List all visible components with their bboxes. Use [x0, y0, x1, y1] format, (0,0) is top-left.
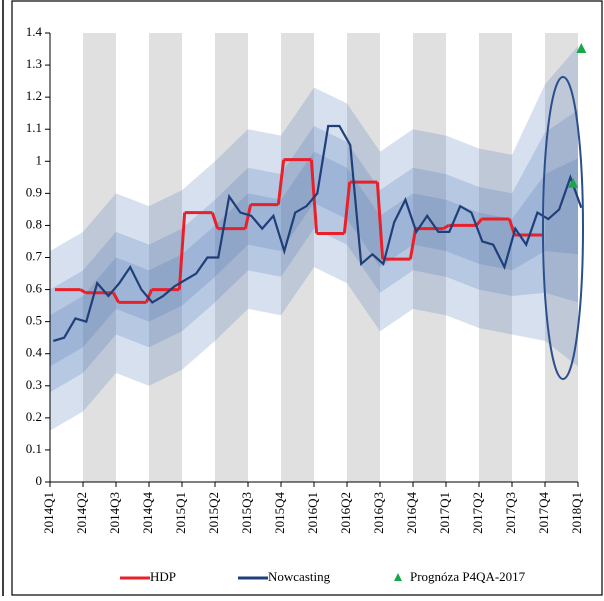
x-tick-label: 2017Q3: [503, 492, 518, 534]
step-connector: [210, 212, 220, 230]
x-tick-label: 2014Q4: [140, 492, 155, 534]
step-connector: [342, 181, 352, 234]
shade-band: [83, 33, 116, 482]
forecast-marker: [568, 177, 579, 188]
step-connector: [442, 224, 450, 230]
x-tick-label: 2015Q1: [173, 492, 188, 534]
y-tick-label: 0.5: [26, 313, 42, 328]
y-tick-label: 0.9: [26, 184, 42, 199]
y-tick-label: 0.3: [26, 377, 42, 392]
y-tick-label: 0.6: [26, 281, 43, 296]
step-connector: [276, 159, 286, 205]
shade-band: [149, 33, 182, 482]
legend-label: Nowcasting: [268, 569, 331, 584]
y-tick-label: 0.4: [26, 345, 43, 360]
step-connector: [112, 292, 120, 304]
step-connector: [375, 182, 385, 260]
confidence-band: [50, 45, 578, 431]
step-connector: [177, 212, 187, 290]
step-connector: [79, 288, 87, 295]
x-tick-label: 2016Q3: [371, 492, 386, 534]
y-tick-label: 0.1: [26, 441, 42, 456]
frame: [11, 0, 603, 596]
x-tick-label: 2016Q2: [338, 492, 353, 534]
legend-marker: [394, 573, 402, 581]
y-tick-label: 0: [36, 473, 43, 488]
axes: 0 0.1 0.2 0.3 0.4 0.5 0.6 0.7 0.8 0.9 1 1.1 1.2 1.3 1.…: [26, 24, 584, 534]
lines: [52, 43, 587, 342]
y-tick-label: 1.1: [26, 120, 42, 135]
nowcast-line: [52, 124, 583, 342]
legend-label: Prognóza P4QA-2017: [410, 569, 526, 584]
confidence-band: [50, 151, 578, 367]
x-tick-label: 2017Q4: [536, 492, 551, 534]
y-tick-label: 1: [36, 152, 43, 167]
bands: [50, 45, 578, 431]
step-connector: [475, 218, 483, 227]
x-tick-label: 2014Q1: [41, 492, 56, 534]
x-tick-label: 2015Q2: [206, 492, 221, 534]
shade-band: [281, 33, 314, 482]
shade-band: [413, 33, 446, 482]
y-tick-label: 0.2: [26, 409, 42, 424]
y-tick-label: 0.7: [26, 248, 43, 263]
x-tick-label: 2014Q2: [74, 492, 89, 534]
x-tick-label: 2017Q1: [437, 492, 452, 534]
legend-label: HDP: [150, 569, 176, 584]
legend: HDP Nowcasting Prognóza P4QA-2017: [120, 569, 526, 584]
shade-band: [215, 33, 248, 482]
step-connector: [144, 289, 154, 303]
x-tick-label: 2014Q3: [107, 492, 122, 534]
x-tick-label: 2016Q1: [305, 492, 320, 534]
step-connector: [408, 228, 418, 260]
x-tick-label: 2018Q1: [569, 492, 584, 534]
y-tick-label: 0.8: [26, 216, 42, 231]
x-tick-label: 2017Q2: [470, 492, 485, 534]
confidence-band: [50, 109, 578, 393]
x-tick-label: 2015Q3: [239, 492, 254, 534]
y-tick-label: 1.3: [26, 56, 42, 71]
step-connector: [243, 204, 253, 229]
x-tick-label: 2015Q4: [272, 492, 287, 534]
highlight-ellipse: [542, 76, 584, 380]
y-tick-label: 1.2: [26, 88, 42, 103]
x-tick-label: 2016Q4: [404, 492, 419, 534]
forecast-marker: [576, 43, 587, 54]
y-tick-label: 1.4: [26, 24, 43, 39]
